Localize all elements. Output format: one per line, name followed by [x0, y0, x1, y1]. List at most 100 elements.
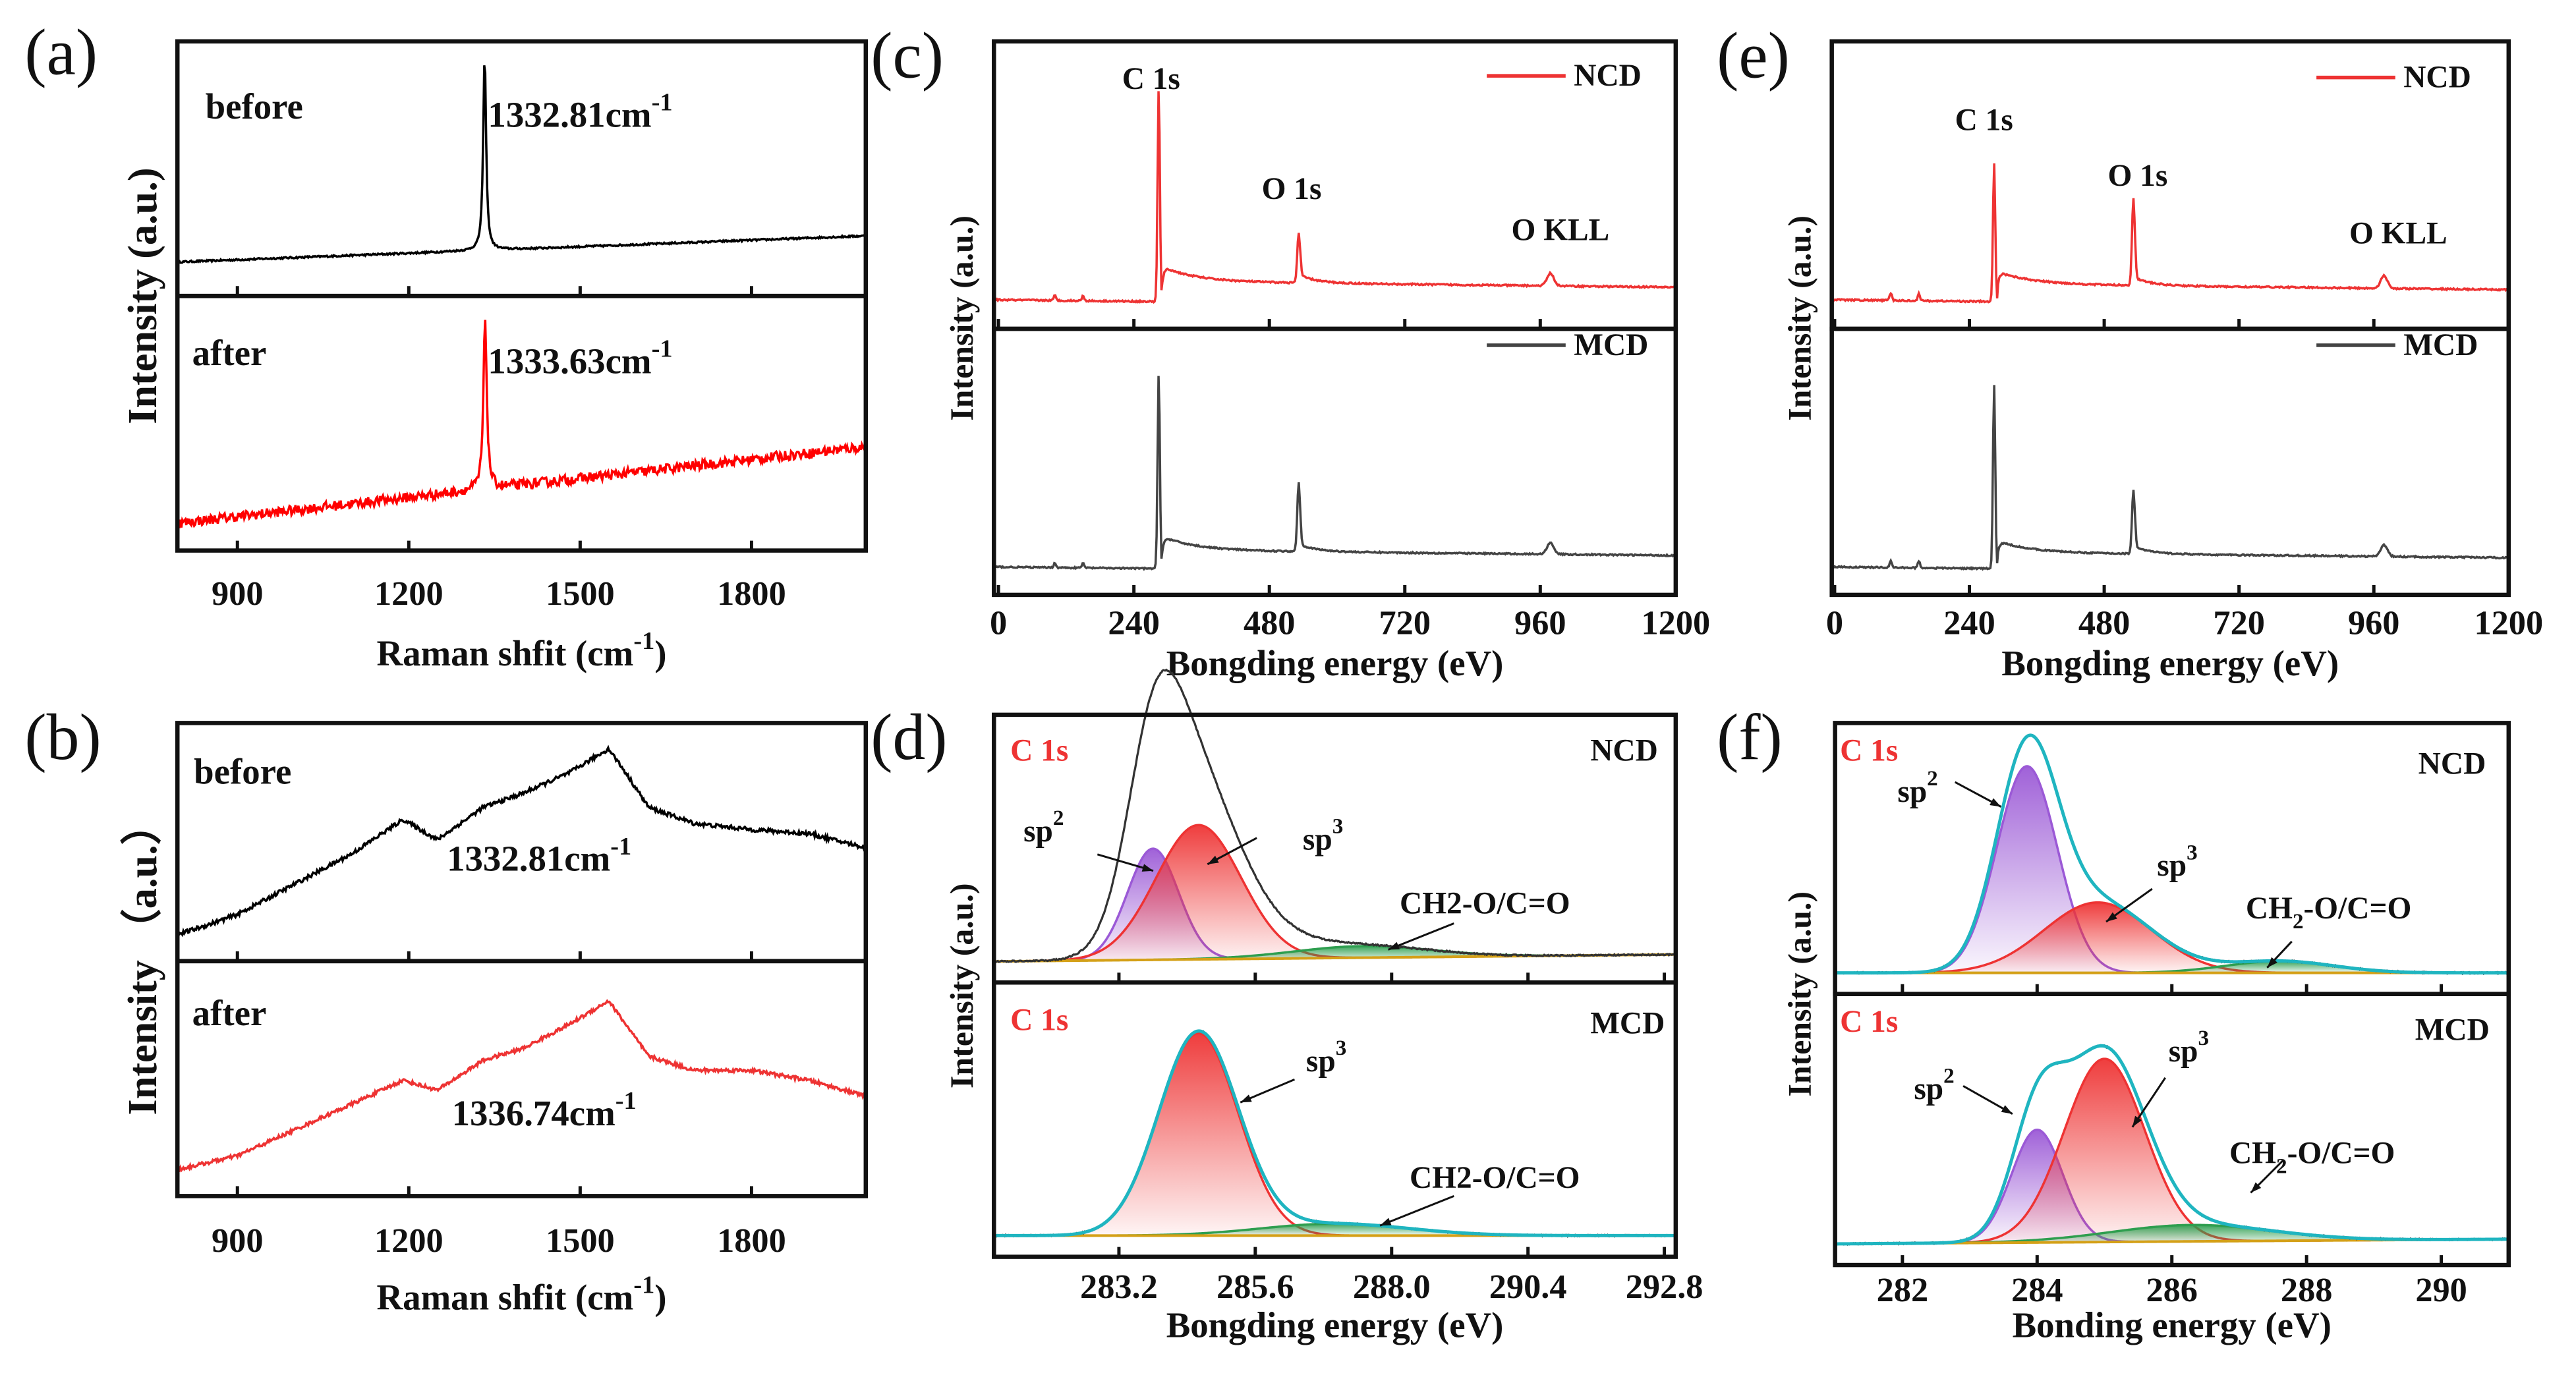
x-tick-label: 240	[1943, 604, 1995, 642]
x-tick-label: 720	[2213, 604, 2265, 642]
annotation-text: sp	[1023, 814, 1053, 849]
annotation: C 1s	[1840, 1005, 1898, 1039]
x-axis-label-superscript: -1	[633, 1271, 654, 1299]
x-axis-label-text: Raman shfit (cm	[376, 633, 633, 673]
annotation-superscript: -1	[652, 335, 673, 362]
plot-frame	[992, 980, 1678, 1259]
panel-a: (a) before 1332.81cm-1 after 1333.63cm-1 900 1…	[24, 16, 869, 673]
arrow-head-icon	[2001, 1105, 2013, 1114]
annotation: sp3	[2157, 840, 2197, 883]
annotation-text: C 1s	[1840, 734, 1898, 768]
annotation-text: before	[194, 752, 291, 792]
arrow-head-icon	[2267, 957, 2277, 968]
annotation-text: sp	[1303, 822, 1332, 857]
x-tick-label: 1800	[717, 575, 786, 613]
annotation-text: sp	[2157, 849, 2187, 883]
x-axis-label-text: Bongding energy (eV)	[1166, 1305, 1504, 1345]
x-axis-label: Bongding energy (eV)	[1166, 1305, 1504, 1345]
series-line-after	[177, 999, 867, 1173]
plot-frame	[175, 293, 869, 553]
subplot-e-top: NCD C 1s O 1s O KLL	[1829, 39, 2511, 331]
annotation-text: sp	[1914, 1072, 1943, 1106]
annotation: sp3	[1306, 1036, 1346, 1079]
x-tick-label: 900	[212, 575, 264, 613]
annotation: C 1s	[1010, 1003, 1068, 1038]
annotation-subscript: 2	[2293, 909, 2304, 934]
annotation: C 1s	[1010, 734, 1068, 768]
series-line-before	[177, 745, 867, 938]
annotation: CH2-O/C=O	[1410, 1161, 1580, 1195]
annotation: CH2-O/C=O	[2246, 891, 2411, 934]
x-tick-label: 1200	[374, 1222, 444, 1260]
x-axis-label-tail: )	[654, 1277, 666, 1317]
x-tick-label: 1500	[546, 1222, 615, 1260]
annotation-superscript: -1	[610, 833, 631, 860]
arrow-head-icon	[1989, 798, 2001, 807]
x-tick-label: 960	[1514, 604, 1566, 642]
series-line-NCD	[993, 91, 1676, 304]
annotation: 1332.81cm-1	[488, 88, 672, 134]
x-axis-label-text: Raman shfit (cm	[376, 1277, 633, 1317]
x-axis-label: Raman shfit (cm-1)	[376, 627, 666, 673]
x-tick-label: 960	[2348, 604, 2400, 642]
annotation-text: O KLL	[1512, 213, 1610, 247]
annotation-superscript: 3	[2187, 840, 2198, 864]
x-tick-label: 1500	[546, 575, 615, 613]
panel-label: (c)	[871, 19, 944, 92]
x-axis-label: Raman shfit (cm-1)	[376, 1271, 666, 1317]
panel-label: (a)	[24, 16, 98, 89]
x-tick-label: 284	[2011, 1271, 2063, 1309]
component-fill-sp2	[1835, 1129, 2509, 1244]
annotation: sp3	[1303, 814, 1343, 857]
annotation: O 1s	[2107, 159, 2167, 193]
plot-frame	[1829, 326, 2511, 598]
annotation-text: C 1s	[1955, 103, 2013, 137]
component-fill-sp3	[994, 1033, 1676, 1236]
annotation-text: after	[192, 993, 267, 1033]
arrow-head-icon	[1388, 941, 1400, 950]
annotation: 1333.63cm-1	[488, 335, 672, 381]
x-tick-label: 480	[1244, 604, 1296, 642]
annotation: NCD	[1590, 734, 1658, 768]
x-tick-label: 1800	[717, 1222, 786, 1260]
annotation-text: 1332.81cm	[488, 94, 651, 134]
annotation: sp2	[1914, 1063, 1954, 1106]
x-tick-label: 282	[1877, 1271, 1929, 1309]
measured-spectrum	[994, 668, 1676, 963]
component-line-sp2	[994, 847, 1676, 963]
y-axis-label: Intensity (a.u.)	[1781, 215, 1818, 421]
annotation: O 1s	[1262, 172, 1322, 206]
annotation: 1332.81cm-1	[447, 833, 631, 879]
annotation-tail: -O/C=O	[2304, 891, 2412, 926]
annotation-superscript: 2	[1053, 806, 1064, 830]
arrow-head-icon	[1380, 1218, 1392, 1226]
annotation-text: after	[192, 333, 267, 373]
y-axis-label: Intensity (a.u.)	[944, 215, 980, 421]
series-line-MCD	[993, 376, 1676, 571]
x-tick-label: 288.0	[1353, 1268, 1431, 1306]
component-fill-sp3	[994, 825, 1676, 962]
annotation-text: sp	[1306, 1044, 1336, 1079]
annotation-text: O 1s	[2107, 159, 2167, 193]
annotation-text: CH2-O/C=O	[1400, 887, 1570, 921]
subplot-d-bottom: C 1s MCD sp3 CH2-O/C=O	[992, 980, 1678, 1259]
x-tick-label: 290.4	[1489, 1268, 1567, 1306]
annotation-text: MCD	[2415, 1013, 2490, 1047]
annotation: sp2	[1897, 766, 1937, 809]
y-axis-label: Intensity （a.u.）	[119, 804, 165, 1115]
series-line-MCD	[1831, 385, 2509, 571]
series-line-after	[176, 320, 867, 529]
y-axis-label: Intensity (a.u.)	[944, 883, 980, 1088]
annotation: 1336.74cm-1	[452, 1087, 637, 1133]
x-axis-label: Bonding energy (eV)	[2013, 1305, 2332, 1345]
annotation: after	[192, 333, 267, 373]
arrow-head-icon	[1207, 855, 1219, 864]
annotation: before	[194, 752, 291, 792]
subplot-a-top: before 1332.81cm-1	[175, 39, 869, 298]
x-axis-label-tail: )	[654, 633, 666, 673]
arrow-line	[1388, 922, 1454, 951]
panel-label: (b)	[24, 700, 101, 773]
